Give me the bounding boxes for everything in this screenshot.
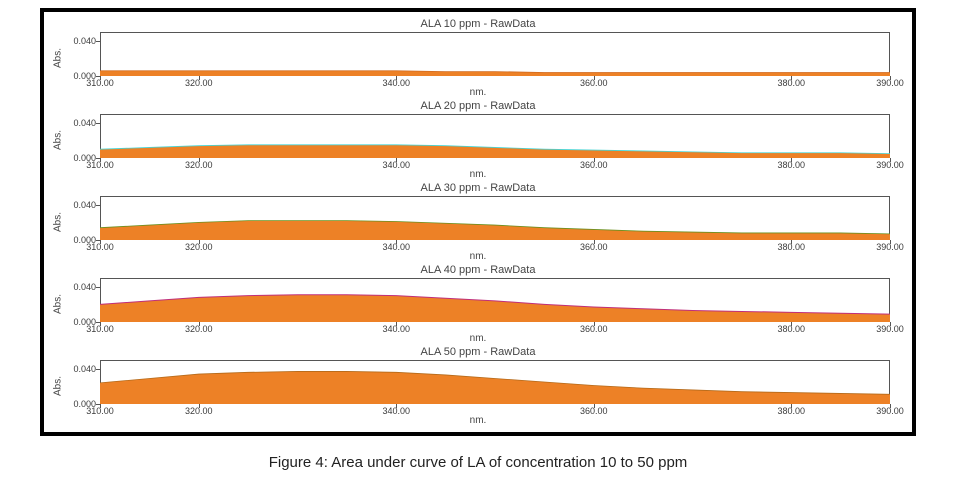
y-tick-label: 0.040 [73,118,96,128]
series-fill [100,145,890,158]
plot-area: 0.0000.040310.00320.00340.00360.00380.00… [100,278,890,322]
x-axis-label: nm. [470,87,487,98]
x-tick-mark [100,240,101,244]
chart-panel: ALA 20 ppm - RawData Abs. 0.0000.040310.00… [54,100,902,180]
x-tick-mark [890,240,891,244]
y-tick-label: 0.040 [73,200,96,210]
x-tick-mark [396,158,397,162]
y-tick-mark [96,205,100,206]
x-axis-label: nm. [470,415,487,426]
x-tick-mark [396,404,397,408]
panel-title: ALA 30 ppm - RawData [54,182,902,194]
plot-area: 0.0000.040310.00320.00340.00360.00380.00… [100,196,890,240]
x-tick-mark [199,76,200,80]
y-tick-mark [96,41,100,42]
panel-title: ALA 10 ppm - RawData [54,18,902,30]
chart-panel: ALA 30 ppm - RawData Abs. 0.0000.040310.00… [54,182,902,262]
chart-frame: ALA 10 ppm - RawData Abs. 0.0000.040310.00… [40,8,916,436]
x-tick-mark [199,322,200,326]
y-axis-label: Abs. [53,48,64,68]
x-tick-mark [791,158,792,162]
panel-title: ALA 40 ppm - RawData [54,264,902,276]
panel-title: ALA 50 ppm - RawData [54,346,902,358]
y-tick-label: 0.040 [73,364,96,374]
chart-panel: ALA 50 ppm - RawData Abs. 0.0000.040310.00… [54,346,902,426]
x-tick-mark [100,322,101,326]
x-tick-mark [396,322,397,326]
y-tick-mark [96,123,100,124]
y-tick-label: 0.040 [73,282,96,292]
x-tick-mark [791,322,792,326]
x-tick-mark [791,76,792,80]
series-fill [100,371,890,404]
x-tick-mark [594,404,595,408]
x-tick-mark [199,404,200,408]
y-tick-label: 0.040 [73,36,96,46]
x-tick-mark [100,158,101,162]
x-axis-label: nm. [470,333,487,344]
chart-panel: ALA 40 ppm - RawData Abs. 0.0000.040310.00… [54,264,902,344]
x-tick-mark [791,240,792,244]
x-axis-label: nm. [470,169,487,180]
figure-caption: Figure 4: Area under curve of LA of conc… [40,454,916,471]
area-chart [100,196,890,240]
figure-container: ALA 10 ppm - RawData Abs. 0.0000.040310.00… [0,0,956,502]
x-tick-mark [199,240,200,244]
x-tick-mark [890,322,891,326]
x-tick-mark [890,404,891,408]
x-tick-mark [594,240,595,244]
panel-title: ALA 20 ppm - RawData [54,100,902,112]
x-tick-mark [100,76,101,80]
x-tick-mark [199,158,200,162]
x-axis-label: nm. [470,251,487,262]
plot-area: 0.0000.040310.00320.00340.00360.00380.00… [100,32,890,76]
y-axis-label: Abs. [53,212,64,232]
x-tick-mark [594,322,595,326]
y-tick-mark [96,369,100,370]
series-fill [100,221,890,240]
x-tick-mark [791,404,792,408]
x-tick-mark [594,76,595,80]
plot-area: 0.0000.040310.00320.00340.00360.00380.00… [100,114,890,158]
x-tick-mark [594,158,595,162]
x-tick-mark [890,158,891,162]
x-tick-mark [396,76,397,80]
chart-panel: ALA 10 ppm - RawData Abs. 0.0000.040310.00… [54,18,902,98]
area-chart [100,114,890,158]
area-chart [100,360,890,404]
y-tick-mark [96,287,100,288]
area-chart [100,32,890,76]
y-axis-label: Abs. [53,294,64,314]
series-fill [100,295,890,322]
plot-area: 0.0000.040310.00320.00340.00360.00380.00… [100,360,890,404]
y-axis-label: Abs. [53,376,64,396]
y-axis-label: Abs. [53,130,64,150]
x-tick-mark [890,76,891,80]
x-tick-mark [396,240,397,244]
area-chart [100,278,890,322]
x-tick-mark [100,404,101,408]
